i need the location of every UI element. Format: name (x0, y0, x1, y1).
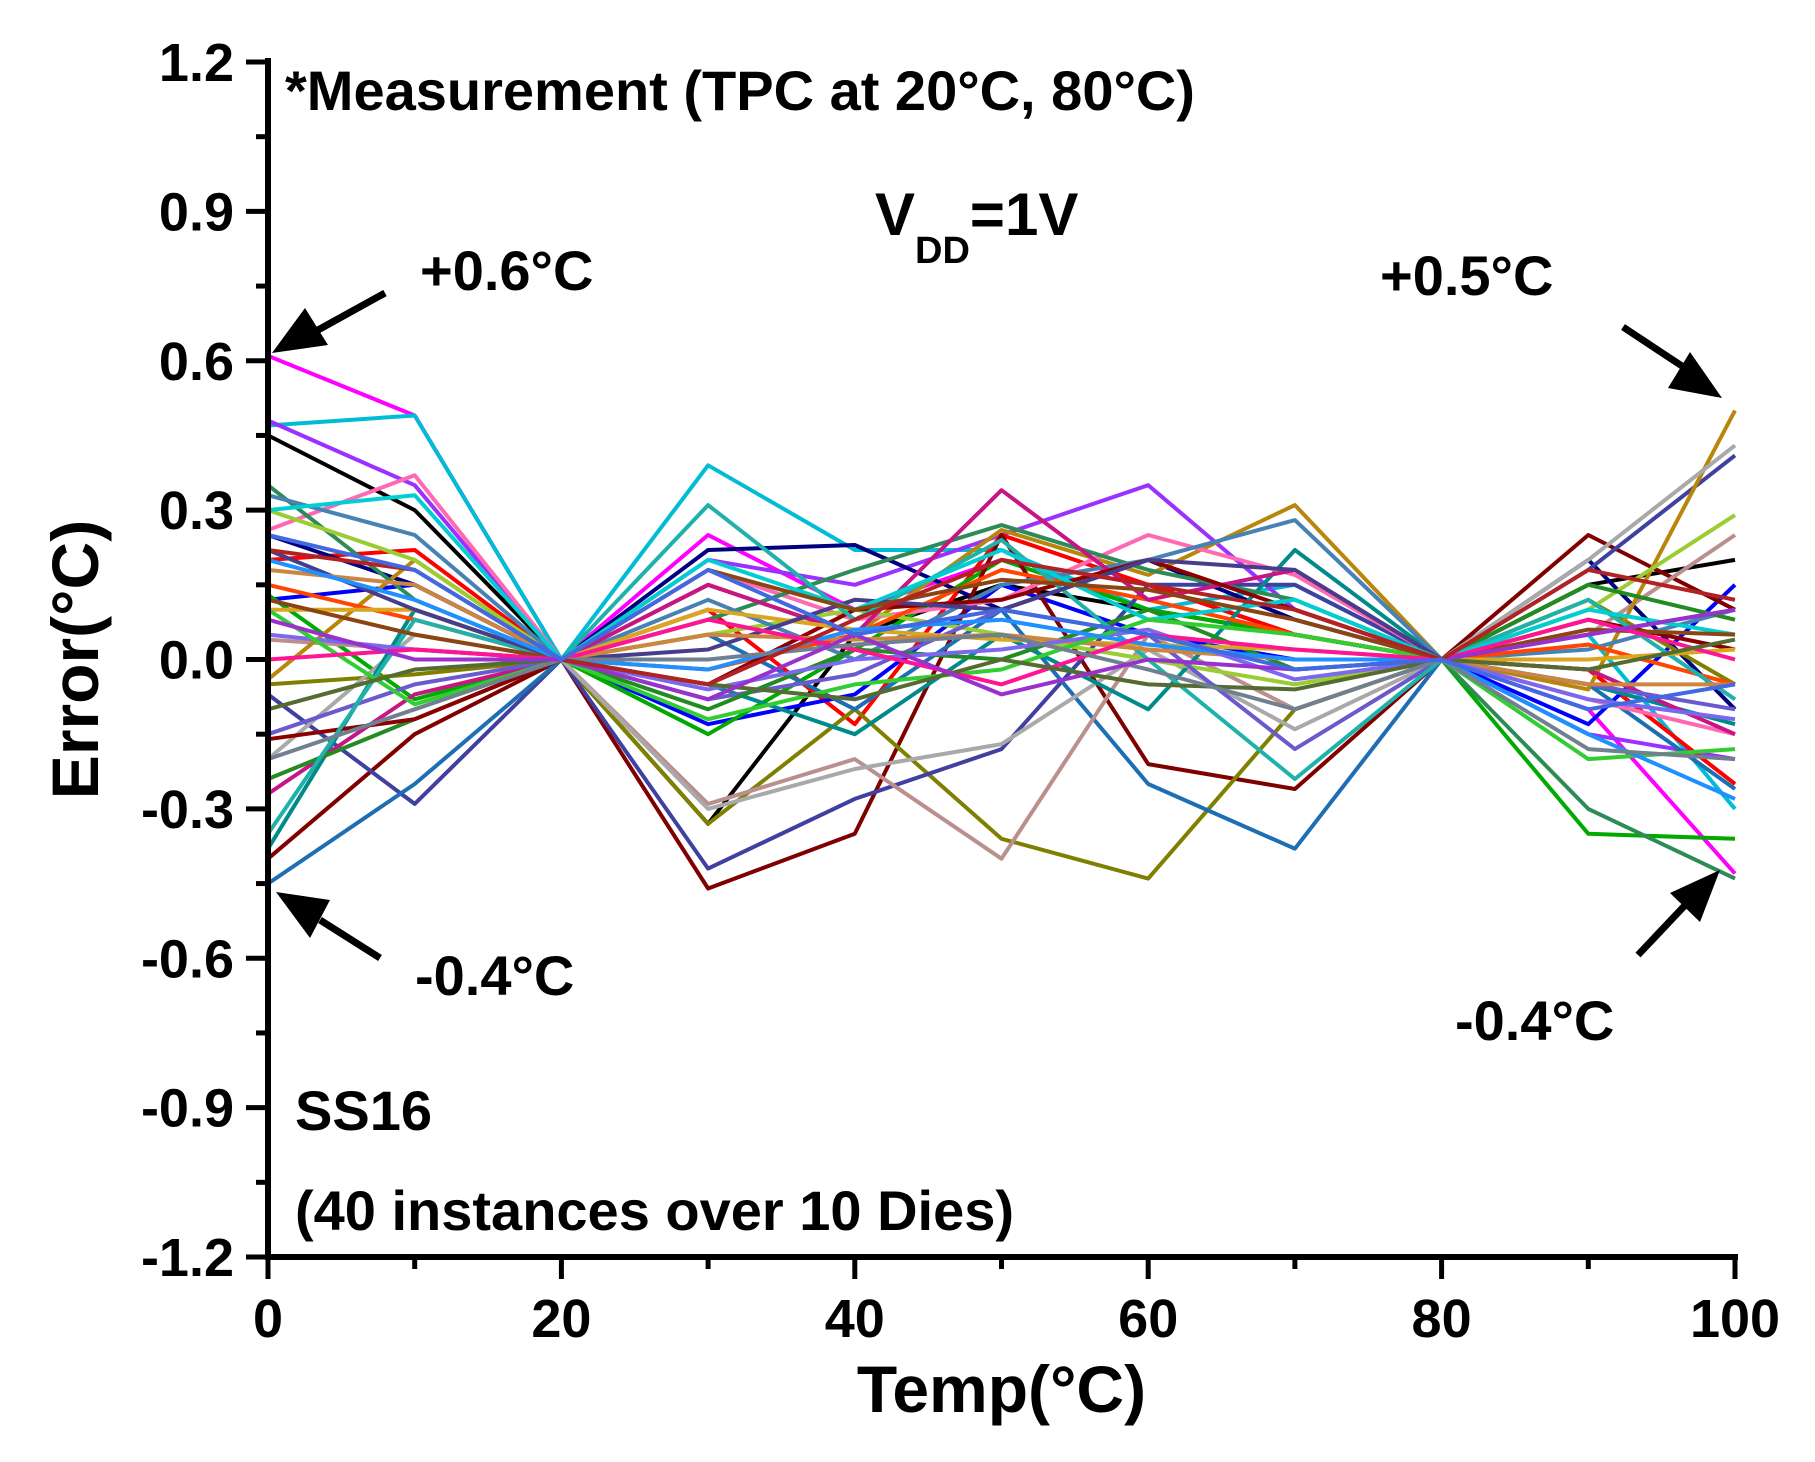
x-tick-label: 40 (825, 1289, 885, 1349)
y-tick-label: 0.3 (159, 481, 234, 541)
series-line-29 (267, 493, 1736, 662)
chart-title: *Measurement (TPC at 20°C, 80°C) (285, 59, 1195, 122)
arrow-min-right-line (1635, 897, 1693, 958)
arrow-min-left-line (318, 917, 382, 961)
series-line-40 (267, 533, 1736, 712)
annotation-max-right: +0.5°C (1380, 244, 1553, 307)
y-tick-label: 0.6 (159, 332, 234, 392)
y-tick-label: -0.9 (141, 1079, 234, 1139)
x-tick-label: 80 (1412, 1289, 1472, 1349)
arrow-max-left-line (316, 289, 387, 334)
y-tick-label: -0.6 (141, 929, 234, 989)
x-tick-label: 20 (531, 1289, 591, 1349)
y-tick-label: 0.0 (159, 631, 234, 691)
series-line-15 (266, 443, 1737, 811)
x-tick-label: 100 (1690, 1289, 1780, 1349)
arrow-max-left-head (272, 308, 328, 353)
x-tick-label: 0 (253, 1289, 283, 1349)
series-line-36 (267, 637, 1736, 712)
labels-layer: 1.2 0.9 0.6 0.3 0.0 -0.3 -0.6 -0.9 -1.2 0 20 40 60 80… (38, 33, 1780, 1426)
arrow-min-right-head (1670, 870, 1720, 922)
vdd-subscript: DD (915, 230, 970, 272)
x-axis-title: Temp(°C) (857, 1352, 1146, 1426)
y-axis-title: Error(°C) (38, 520, 112, 799)
series-line-34 (267, 557, 1736, 801)
x-tick-label: 60 (1118, 1289, 1178, 1349)
annotation-min-left: -0.4°C (415, 944, 574, 1007)
series-layer (266, 353, 1737, 891)
arrow-min-left-head (276, 892, 330, 938)
series-line-35 (267, 617, 1736, 687)
axes-layer (246, 58, 1738, 1279)
vdd-condition: VDD=1V (875, 181, 1078, 272)
vdd-suffix: =1V (970, 181, 1078, 248)
annotation-min-right: -0.4°C (1455, 989, 1614, 1052)
y-tick-label: -0.3 (141, 780, 234, 840)
y-tick-label: 0.9 (159, 182, 234, 242)
series-line-38 (267, 607, 1736, 702)
arrow-max-right-spare2 (1492, 325, 1672, 370)
corner-label: SS16 (295, 1079, 432, 1142)
arrow-max-right-body (1621, 324, 1687, 371)
y-tick-label: 1.2 (159, 33, 234, 93)
vdd-prefix: V (875, 181, 915, 248)
annotation-max-left: +0.6°C (420, 239, 593, 302)
series-line-26 (266, 503, 1737, 835)
y-tick-label: -1.2 (141, 1228, 234, 1288)
corner-note: (40 instances over 10 Dies) (295, 1179, 1014, 1242)
arrow-max-right-line (1490, 328, 1668, 370)
series-line-9 (266, 533, 1736, 891)
series-line-37 (267, 632, 1736, 762)
series-line-11 (266, 453, 1737, 871)
arrow-max-right-head (1668, 352, 1722, 398)
annotation-arrows (272, 289, 1722, 961)
